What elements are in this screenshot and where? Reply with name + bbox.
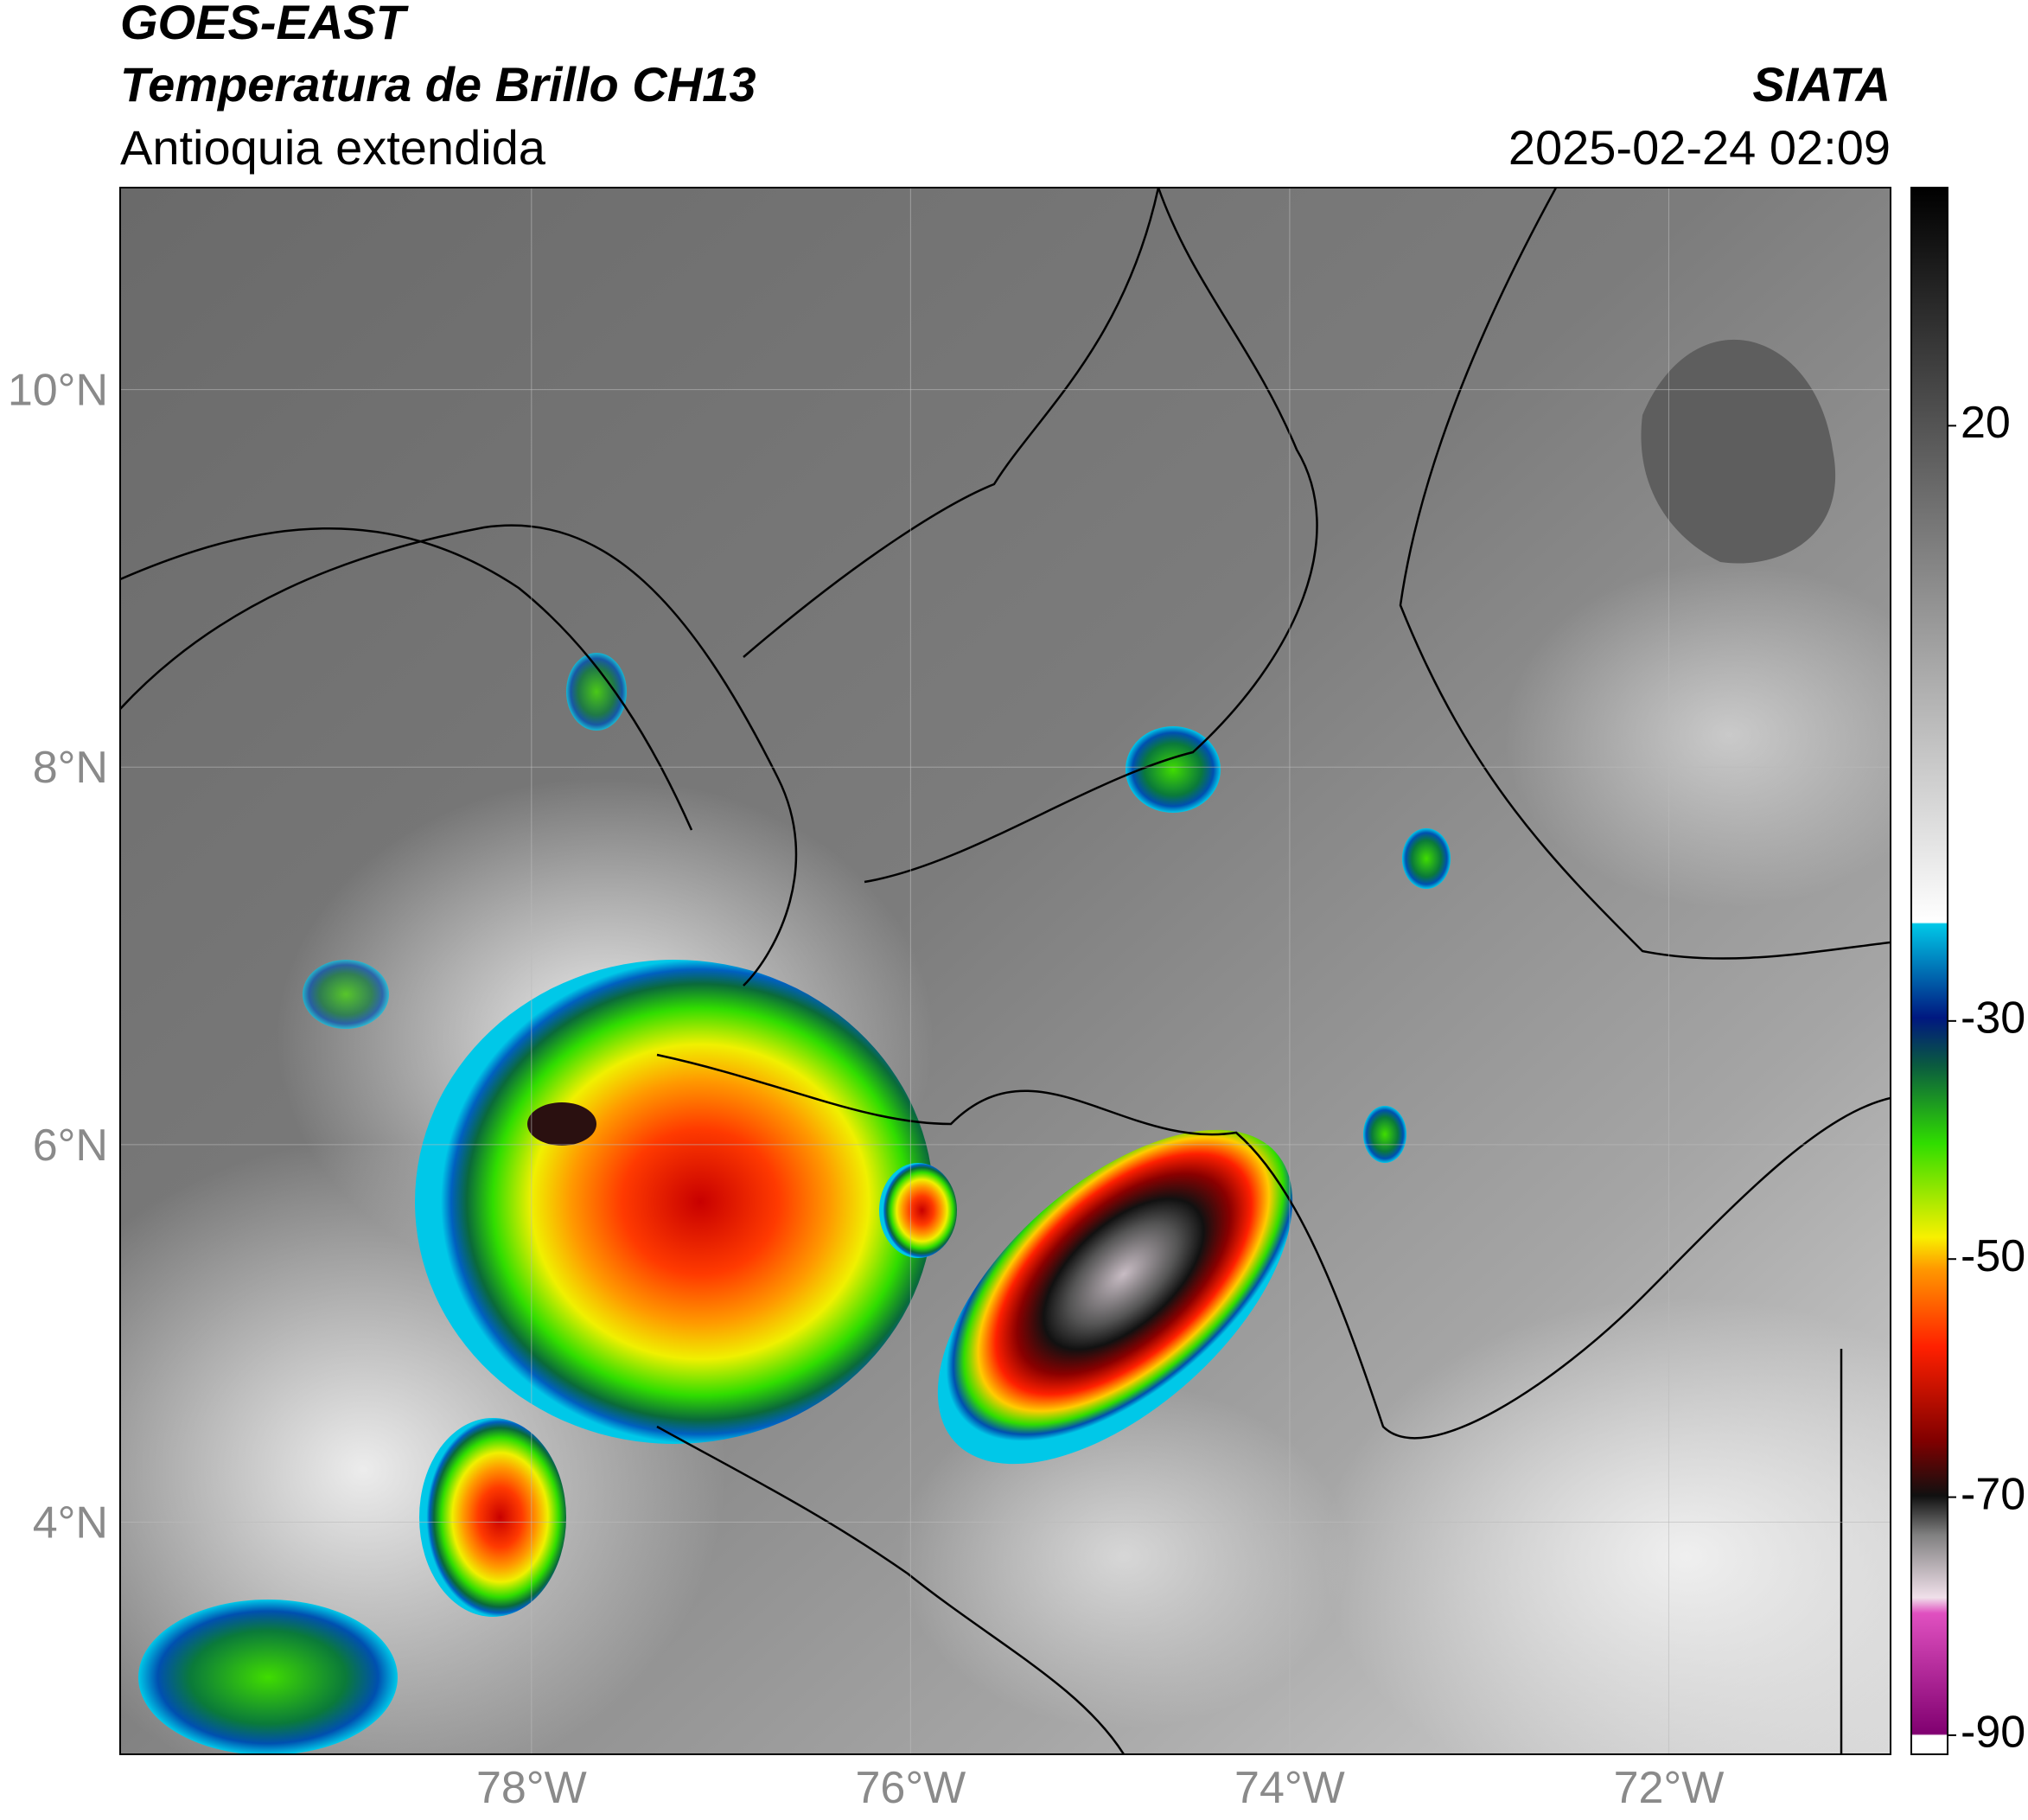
datetime-label: 2025-02-24 02:09: [1508, 120, 1891, 175]
satellite-title: GOES-EAST: [120, 0, 410, 49]
colorbar-tick-label: -30: [1961, 993, 2025, 1044]
colorbar-tick-label: -50: [1961, 1231, 2025, 1281]
y-tick-label: 6°N: [33, 1121, 108, 1171]
product-title: Temperatura de Brillo CH13: [120, 57, 756, 112]
x-tick-label: 74°W: [1234, 1763, 1345, 1813]
graticule: [120, 188, 1891, 1754]
colorbar: [1910, 187, 1948, 1755]
x-tick-label: 76°W: [856, 1763, 966, 1813]
border: [656, 1425, 1126, 1754]
ticks: 78°W 76°W 74°W 72°W 4°N 6°N 8°N 10°N -90 -70 -50 -3…: [8, 366, 2025, 1813]
border: [656, 1053, 1891, 1440]
coastline: [743, 188, 1160, 658]
cloud-field: [1323, 1297, 1891, 1754]
satellite-image: [120, 188, 1891, 1754]
cloud-field: [899, 1383, 1349, 1729]
storm-cell: [566, 653, 627, 731]
storm-cell: [879, 1163, 957, 1258]
colorbar-tick-label: -90: [1961, 1708, 2025, 1758]
x-tick-label: 78°W: [476, 1763, 587, 1813]
region-subtitle: Antioquia extendida: [120, 120, 546, 175]
storm-cell: [937, 1129, 1293, 1465]
map-frame: [119, 187, 1891, 1755]
colorbar-tick-label: -70: [1961, 1469, 2025, 1519]
storm-cell: [419, 1418, 566, 1617]
storm-cell: [415, 960, 934, 1444]
coastline: [120, 524, 798, 987]
border: [864, 188, 1318, 884]
y-tick-label: 8°N: [33, 743, 108, 793]
storm-cell: [138, 1600, 398, 1754]
x-tick-label: 72°W: [1614, 1763, 1725, 1813]
lake-maracaibo: [1641, 339, 1836, 564]
coastline: [120, 527, 693, 831]
border: [1399, 188, 1891, 960]
y-tick-label: 4°N: [33, 1498, 108, 1548]
colorbar-tick-label: 20: [1961, 398, 2011, 448]
source-label: SIATA: [1752, 57, 1891, 112]
storm-cell: [303, 960, 389, 1029]
storm-cell: [1363, 1106, 1406, 1163]
cloud-field: [1504, 562, 1891, 908]
borders: [120, 188, 1891, 1754]
y-tick-label: 10°N: [8, 366, 108, 416]
storm-cell: [1402, 828, 1451, 889]
storm-core: [527, 1102, 596, 1146]
